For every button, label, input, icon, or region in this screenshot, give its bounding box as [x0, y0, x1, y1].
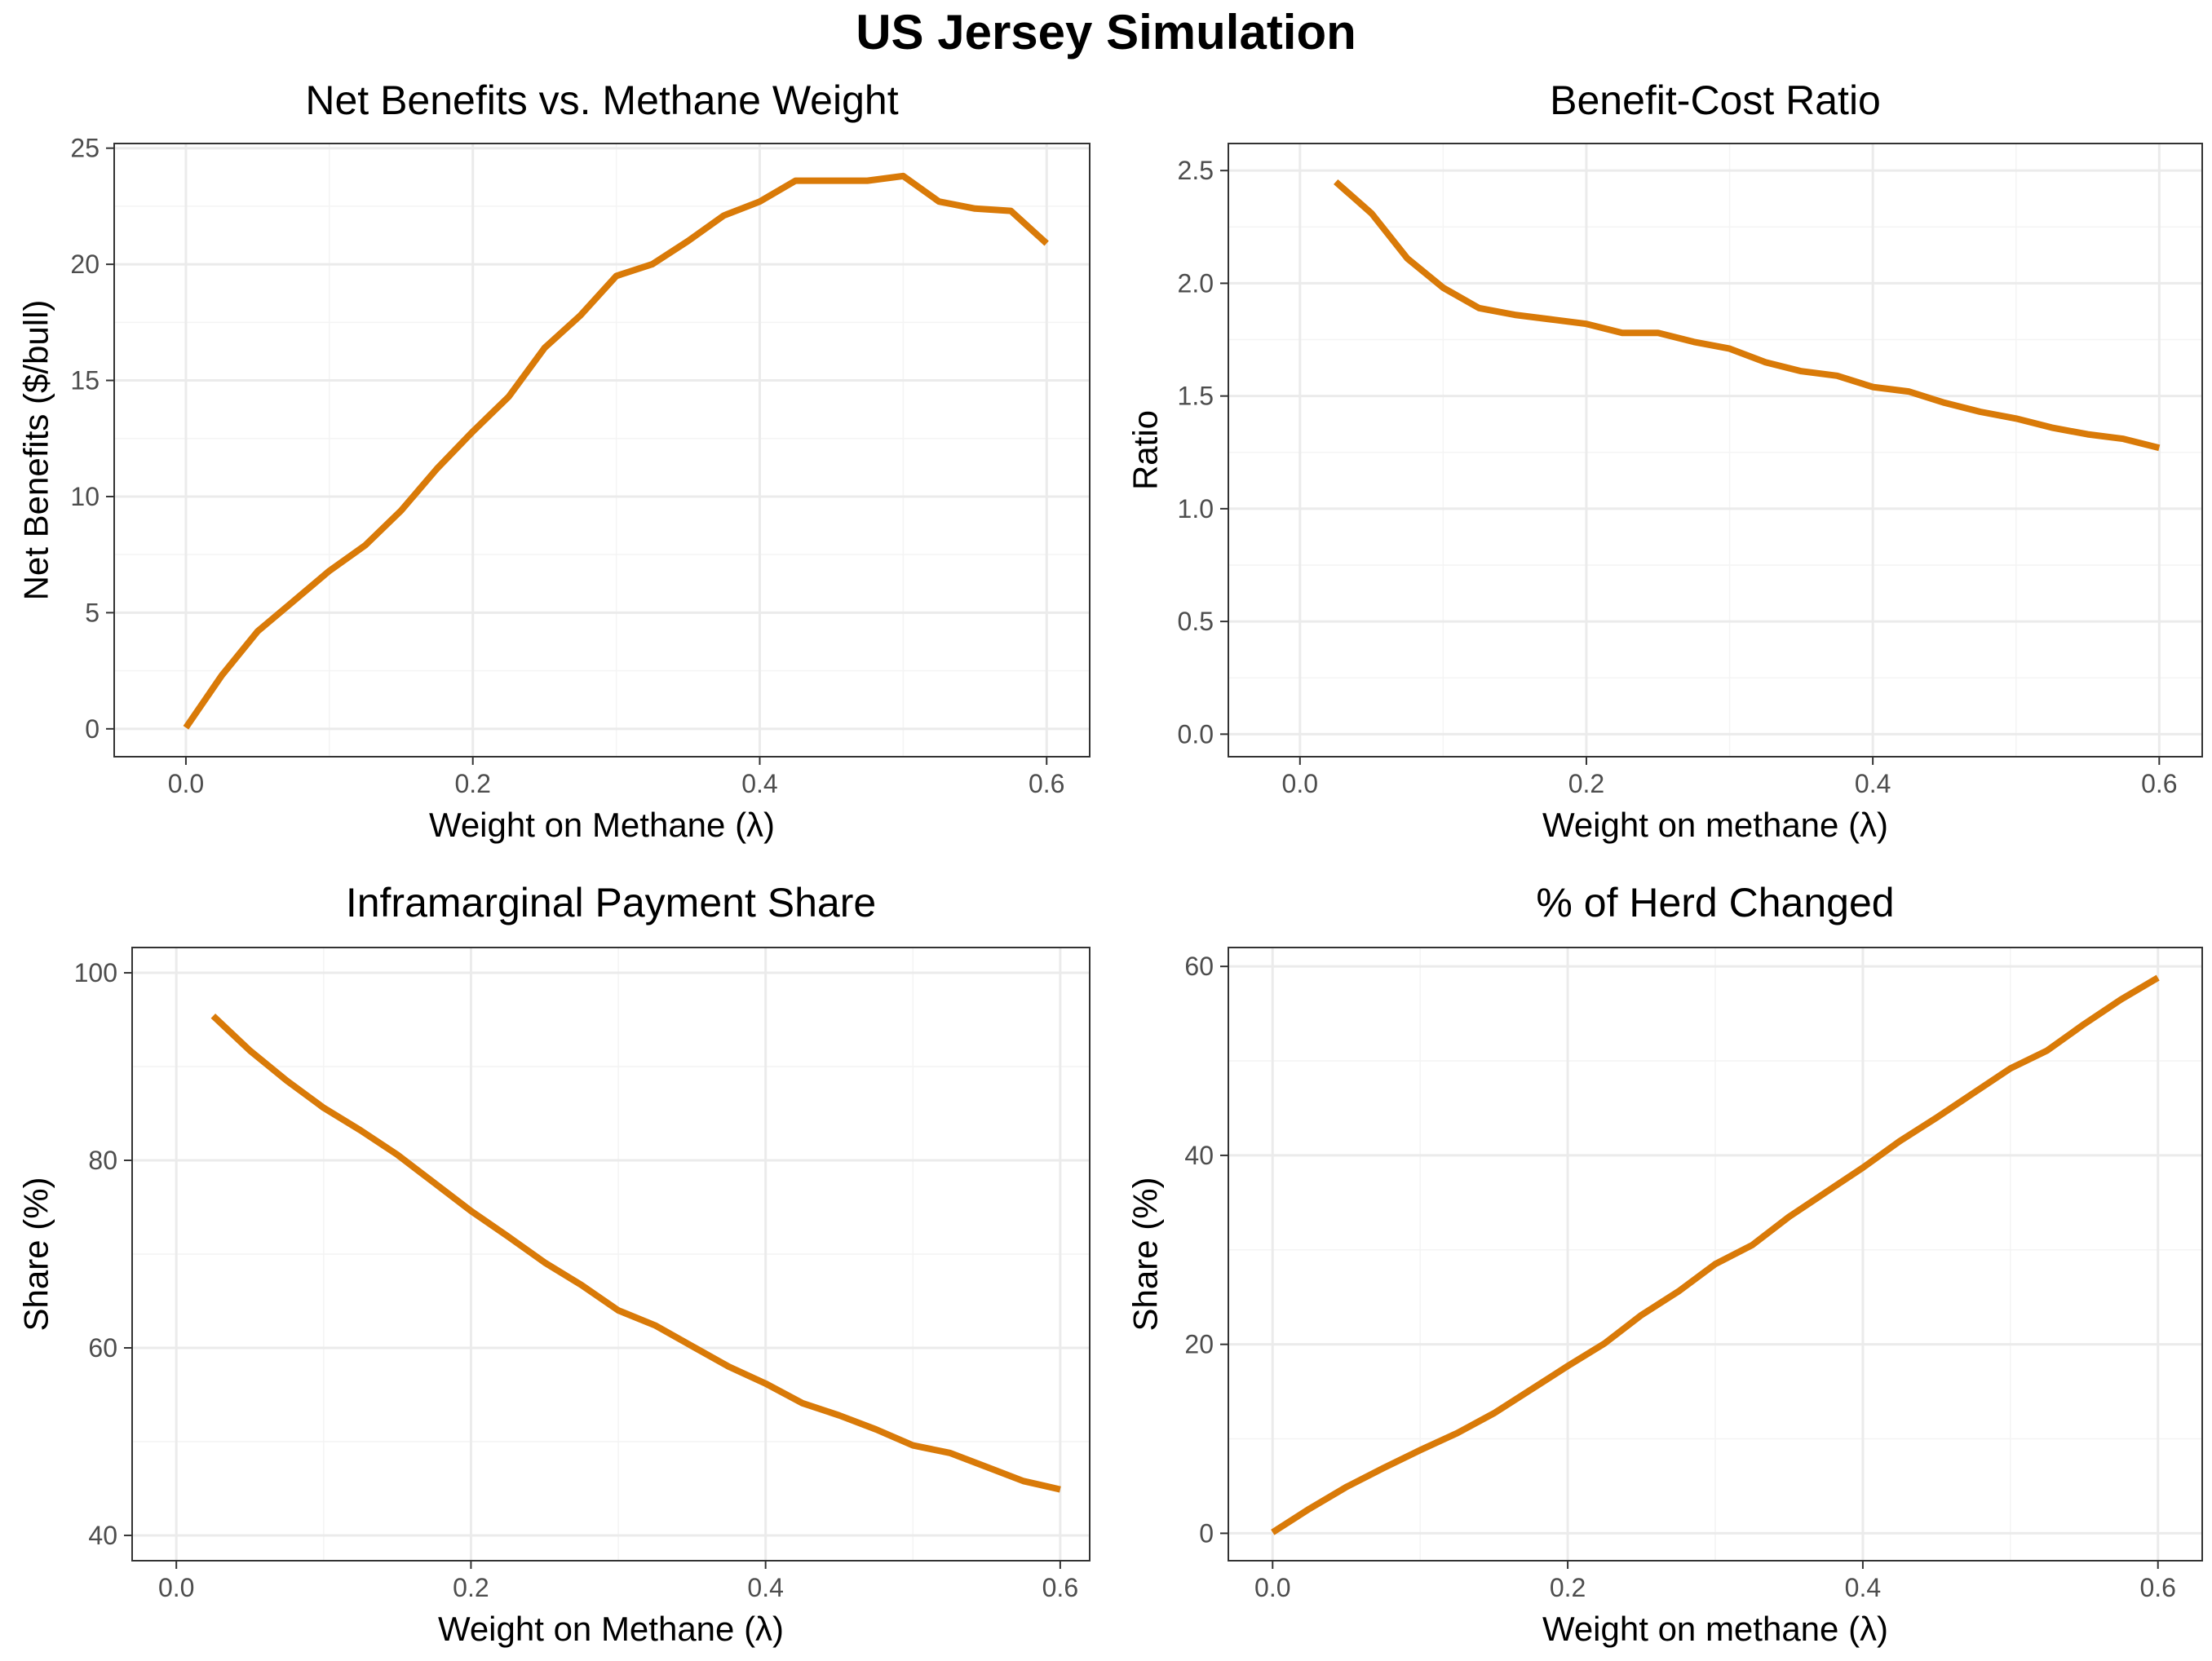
x-tick-label: 0.6 — [1029, 769, 1064, 798]
x-tick-label: 0.2 — [453, 1573, 489, 1602]
x-tick-label: 0.6 — [2141, 769, 2177, 798]
grid — [1228, 144, 2202, 757]
y-tick-label: 25 — [70, 134, 100, 163]
x-tick-label: 0.6 — [2139, 1573, 2175, 1602]
y-tick-label: 2.5 — [1178, 156, 1214, 185]
x-tick-label: 0.6 — [1042, 1573, 1078, 1602]
y-axis-label: Share (%) — [1126, 1177, 1165, 1331]
x-tick-label: 0.4 — [747, 1573, 783, 1602]
x-tick-label: 0.4 — [1855, 769, 1891, 798]
x-axis-label: Weight on methane (λ) — [1542, 1610, 1888, 1648]
series-line — [183, 172, 1049, 730]
grid — [1228, 948, 2202, 1561]
x-tick-label: 0.2 — [454, 769, 490, 798]
x-tick-label: 0.4 — [741, 769, 777, 798]
x-tick-label: 0.2 — [1550, 1573, 1586, 1602]
y-tick-label: 1.0 — [1178, 494, 1214, 523]
panel-benefit-cost-ratio: Benefit-Cost Ratio Weight on methane (λ)… — [1126, 77, 2203, 844]
y-axis-label: Net Benefits ($/bull) — [17, 300, 55, 601]
panel-title: Net Benefits vs. Methane Weight — [305, 77, 898, 123]
y-tick-label: 0 — [1199, 1518, 1214, 1548]
y-axis-label: Share (%) — [17, 1177, 55, 1331]
panel-net-benefits: Net Benefits vs. Methane Weight Weight o… — [17, 77, 1091, 844]
x-tick-label: 0.2 — [1568, 769, 1604, 798]
y-tick-label: 20 — [1184, 1330, 1214, 1359]
panel-border — [1228, 947, 2203, 1562]
panel-title: Benefit-Cost Ratio — [1550, 77, 1881, 123]
panel-border — [1228, 143, 2203, 758]
x-axis-label: Weight on Methane (λ) — [429, 806, 775, 844]
series-line — [1334, 179, 2161, 452]
series-line — [1271, 974, 2160, 1535]
x-axis-label: Weight on methane (λ) — [1542, 806, 1888, 844]
y-tick-label: 40 — [1184, 1141, 1214, 1170]
panel-title: % of Herd Changed — [1536, 880, 1894, 925]
x-tick-label: 0.0 — [1282, 769, 1318, 798]
y-tick-label: 0.0 — [1178, 719, 1214, 749]
x-tick-label: 0.0 — [168, 769, 204, 798]
x-tick-label: 0.0 — [158, 1573, 194, 1602]
panel-border — [113, 143, 1091, 758]
x-axis-label: Weight on Methane (λ) — [438, 1610, 784, 1648]
panel-inframarginal-payment-share: Inframarginal Payment Share Weight on Me… — [17, 880, 1091, 1648]
y-axis-label: Ratio — [1126, 410, 1165, 490]
grid — [132, 948, 1090, 1561]
x-tick-label: 0.0 — [1254, 1573, 1290, 1602]
y-tick-label: 5 — [85, 598, 100, 627]
y-tick-label: 60 — [88, 1333, 117, 1363]
panel-border — [131, 947, 1091, 1562]
y-tick-label: 2.0 — [1178, 268, 1214, 298]
y-tick-label: 0 — [85, 714, 100, 744]
y-tick-label: 80 — [88, 1146, 117, 1175]
x-tick-label: 0.4 — [1845, 1573, 1881, 1602]
series-line — [210, 1013, 1061, 1493]
y-tick-label: 15 — [70, 366, 100, 395]
main-title: US Jersey Simulation — [856, 5, 1356, 60]
grid — [114, 144, 1090, 757]
panel-herd-changed: % of Herd Changed Weight on methane (λ) … — [1126, 880, 2203, 1648]
y-tick-label: 0.5 — [1178, 607, 1214, 636]
panel-title: Inframarginal Payment Share — [346, 880, 876, 925]
y-tick-label: 40 — [88, 1521, 117, 1550]
y-tick-label: 1.5 — [1178, 382, 1214, 411]
y-tick-label: 100 — [74, 958, 117, 987]
y-tick-label: 20 — [70, 250, 100, 279]
y-tick-label: 10 — [70, 482, 100, 511]
y-tick-label: 60 — [1184, 952, 1214, 981]
